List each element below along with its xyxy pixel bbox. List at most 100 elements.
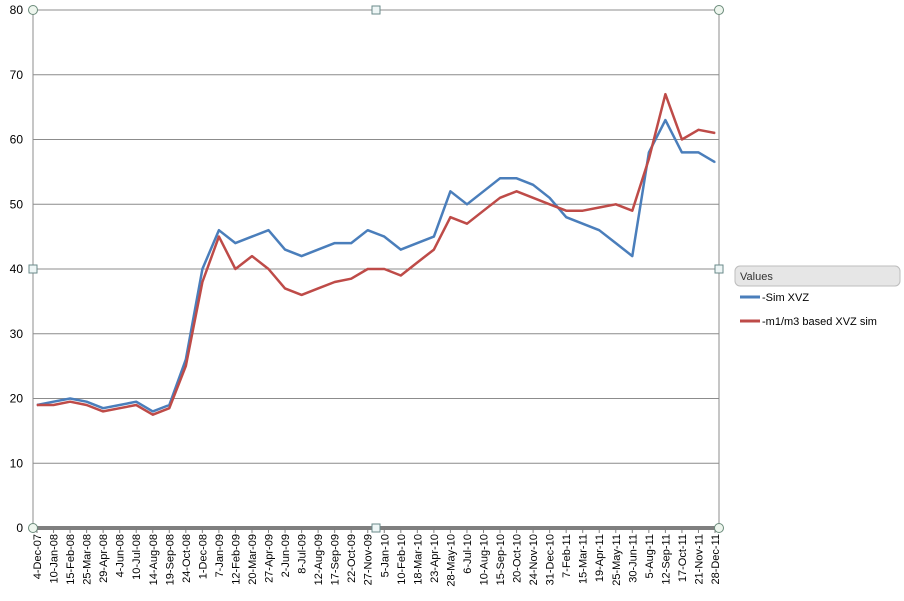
data-point xyxy=(582,210,584,212)
edge-resize-handle[interactable] xyxy=(371,523,381,533)
data-point xyxy=(515,177,518,179)
data-point xyxy=(598,206,600,209)
x-tick-label: 15-Feb-08 xyxy=(65,534,77,585)
selection-handles[interactable] xyxy=(28,5,724,533)
data-point xyxy=(383,268,385,270)
x-tick-label: 17-Sep-09 xyxy=(330,534,342,585)
x-tick-label: 4-Dec-07 xyxy=(32,534,44,579)
x-tick-label: 7-Jan-09 xyxy=(214,534,226,577)
data-point xyxy=(317,248,319,251)
data-point xyxy=(532,184,534,186)
y-tick-label: 80 xyxy=(10,3,24,17)
data-point xyxy=(52,404,55,406)
y-tick-label: 70 xyxy=(10,68,24,82)
data-point xyxy=(168,407,170,409)
edge-resize-handle[interactable] xyxy=(28,264,38,274)
data-point xyxy=(367,268,369,270)
x-tick-label: 7-Feb-11 xyxy=(561,534,573,578)
x-tick-label: 31-Dec-10 xyxy=(545,534,557,585)
x-tick-label: 27-Apr-09 xyxy=(264,534,276,583)
x-tick-label: 12-Feb-09 xyxy=(230,534,242,585)
data-point xyxy=(317,287,319,290)
data-point xyxy=(267,268,270,270)
data-point xyxy=(69,401,71,403)
data-point xyxy=(367,229,369,231)
x-tick-label: 29-Apr-08 xyxy=(98,534,110,583)
corner-resize-handle[interactable] xyxy=(714,523,724,533)
series-line-1 xyxy=(37,92,716,416)
data-point xyxy=(565,216,567,218)
data-point xyxy=(69,397,71,400)
x-tick-label: 12-Aug-09 xyxy=(313,534,325,585)
corner-resize-handle[interactable] xyxy=(28,523,38,533)
x-tick-label: 22-Oct-09 xyxy=(346,534,358,583)
x-tick-label: 6-Jul-10 xyxy=(462,534,474,574)
gridlines xyxy=(33,9,719,464)
data-point xyxy=(135,401,137,403)
x-tick-label: 10-Aug-10 xyxy=(478,534,490,585)
data-point xyxy=(86,401,88,403)
data-point xyxy=(400,274,402,277)
x-tick-label: 5-Aug-11 xyxy=(644,534,656,578)
edge-resize-handle[interactable] xyxy=(714,264,724,274)
data-point xyxy=(102,407,104,409)
x-tick-label: 20-Oct-10 xyxy=(512,534,524,583)
y-tick-label: 40 xyxy=(10,262,24,276)
edge-resize-handle[interactable] xyxy=(371,5,381,15)
x-tick-label: 8-Jul-09 xyxy=(297,534,309,574)
data-point xyxy=(499,197,501,199)
data-point xyxy=(52,401,55,403)
data-point xyxy=(416,242,418,244)
data-point xyxy=(664,93,666,95)
x-tick-label: 25-Mar-08 xyxy=(82,534,94,585)
data-point xyxy=(234,268,237,270)
x-tick-label: 19-Apr-11 xyxy=(594,534,606,582)
data-point xyxy=(697,129,700,131)
data-point xyxy=(284,287,286,290)
data-point xyxy=(201,268,203,270)
x-axis-ticks: 4-Dec-07 10-Jan-08 15-Feb-08 25-Mar-08 29-Ap… xyxy=(32,528,722,587)
data-point xyxy=(102,410,104,413)
y-axis-ticks: 0 10 20 30 40 50 60 70 80 xyxy=(10,3,24,535)
data-point xyxy=(433,248,435,251)
data-point xyxy=(515,190,518,192)
data-point xyxy=(119,407,121,409)
data-point xyxy=(416,261,418,264)
data-point xyxy=(218,229,220,231)
x-tick-label: 14-Aug-08 xyxy=(148,534,160,585)
x-tick-label: 15-Sep-10 xyxy=(495,534,507,585)
x-tick-label: 10-Feb-10 xyxy=(396,534,408,585)
data-point xyxy=(681,151,683,154)
x-tick-label: 28-May-10 xyxy=(445,534,457,587)
data-point xyxy=(615,242,617,244)
data-point xyxy=(449,190,452,192)
data-point xyxy=(201,281,203,283)
data-point xyxy=(350,242,352,244)
data-point xyxy=(549,203,551,205)
legend-label-sim-xvz: -Sim XVZ xyxy=(762,292,809,304)
x-tick-label: 19-Sep-08 xyxy=(164,534,176,585)
data-point xyxy=(648,151,650,154)
legend: Values -Sim XVZ -m1/m3 based XVZ sim xyxy=(734,265,901,328)
data-point xyxy=(383,236,385,238)
data-point xyxy=(565,210,567,212)
data-point xyxy=(86,404,88,406)
data-point xyxy=(449,216,452,218)
data-point xyxy=(300,255,303,257)
y-tick-label: 10 xyxy=(10,456,24,470)
corner-resize-handle[interactable] xyxy=(28,5,38,15)
y-tick-label: 20 xyxy=(10,392,24,406)
data-point xyxy=(152,410,154,413)
x-tick-label: 21-Nov-11 xyxy=(693,534,705,585)
x-tick-label: 20-Mar-09 xyxy=(247,534,259,585)
data-point xyxy=(714,132,716,134)
x-tick-label: 15-Mar-11 xyxy=(578,534,590,584)
data-point xyxy=(234,242,237,244)
data-point xyxy=(251,255,253,257)
data-point xyxy=(466,223,468,225)
data-point xyxy=(350,278,352,280)
x-tick-label: 30-Jun-11 xyxy=(627,534,639,583)
data-point xyxy=(433,236,435,238)
series-line-0 xyxy=(36,118,716,413)
corner-resize-handle[interactable] xyxy=(714,5,724,15)
